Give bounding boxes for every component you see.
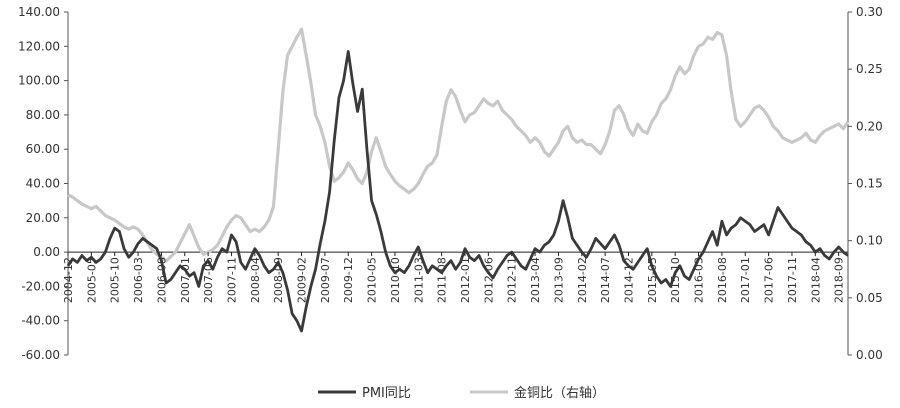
x-tick-label: 2008-04 xyxy=(249,257,262,303)
left-tick-label: -40.00 xyxy=(21,314,60,328)
x-tick-label: 2005-10 xyxy=(109,257,122,303)
right-tick-label: 0.20 xyxy=(856,119,883,133)
legend-label: PMI同比 xyxy=(362,386,411,401)
left-tick-label: 80.00 xyxy=(26,108,60,122)
x-tick-label: 2008-09 xyxy=(272,257,285,303)
right-tick-label: 0.05 xyxy=(856,291,883,305)
legend-label: 金铜比（右轴） xyxy=(514,385,605,401)
x-tick-label: 2015-10 xyxy=(669,257,682,303)
left-tick-label: 120.00 xyxy=(18,39,60,53)
series-lines xyxy=(66,27,850,333)
x-tick-label: 2014-12 xyxy=(622,257,635,303)
left-tick-label: 0.00 xyxy=(33,245,60,259)
left-axis-ticks: 140.00 120.00 100.00 80.00 60.00 40.00 20.00 0.… xyxy=(18,5,68,362)
right-tick-label: 0.10 xyxy=(856,234,883,248)
left-tick-label: -60.00 xyxy=(21,348,60,362)
right-tick-label: 0.00 xyxy=(856,348,883,362)
right-tick-label: 0.15 xyxy=(856,177,883,191)
left-tick-label: -20.00 xyxy=(21,279,60,293)
left-tick-label: 140.00 xyxy=(18,5,60,19)
x-tick-label: 2014-07 xyxy=(599,257,612,303)
left-tick-label: 40.00 xyxy=(26,177,60,191)
x-tick-label: 2012-11 xyxy=(506,257,519,303)
x-tick-label: 2011-08 xyxy=(436,257,449,303)
pmi-yoy-line xyxy=(66,50,849,333)
left-tick-label: 20.00 xyxy=(26,211,60,225)
x-tick-label: 2010-05 xyxy=(366,257,379,303)
right-tick-label: 0.30 xyxy=(856,5,883,19)
x-tick-label: 2017-06 xyxy=(763,257,776,303)
x-tick-label: 2017-01 xyxy=(739,257,752,303)
x-axis-ticks: 2004-12 2005-05 2005-10 2006-03 2006-08 2007-… xyxy=(62,252,846,303)
x-tick-label: 2018-04 xyxy=(809,257,822,303)
left-tick-label: 60.00 xyxy=(26,142,60,156)
x-tick-label: 2010-10 xyxy=(389,257,402,303)
x-tick-label: 2004-12 xyxy=(62,257,75,303)
x-tick-label: 2006-03 xyxy=(132,257,145,303)
gold-copper-ratio-line xyxy=(67,27,850,263)
x-tick-label: 2006-08 xyxy=(155,257,168,303)
x-tick-label: 2016-03 xyxy=(693,257,706,303)
x-tick-label: 2015-05 xyxy=(646,257,659,303)
x-tick-label: 2017-11 xyxy=(786,257,799,303)
x-tick-label: 2013-04 xyxy=(529,257,542,303)
x-tick-label: 2014-02 xyxy=(576,257,589,303)
left-tick-label: 100.00 xyxy=(18,74,60,88)
x-tick-label: 2013-09 xyxy=(552,257,565,303)
x-tick-label: 2005-05 xyxy=(85,257,98,303)
x-tick-label: 2018-09 xyxy=(833,257,846,303)
right-tick-label: 0.25 xyxy=(856,62,883,76)
x-tick-label: 2012-06 xyxy=(482,257,495,303)
x-tick-label: 2007-06 xyxy=(202,257,215,303)
x-tick-label: 2009-02 xyxy=(296,257,309,303)
x-tick-label: 2016-08 xyxy=(716,257,729,303)
x-tick-label: 2007-11 xyxy=(225,257,238,303)
x-tick-label: 2011-03 xyxy=(412,257,425,303)
x-tick-label: 2007-01 xyxy=(179,257,192,303)
right-axis-ticks: 0.30 0.25 0.20 0.15 0.10 0.05 0.00 xyxy=(848,5,883,362)
x-tick-label: 2012-01 xyxy=(459,257,472,303)
legend: PMI同比 金铜比（右轴） xyxy=(318,385,605,401)
x-tick-label: 2009-12 xyxy=(342,257,355,303)
x-tick-label: 2009-07 xyxy=(319,257,332,303)
